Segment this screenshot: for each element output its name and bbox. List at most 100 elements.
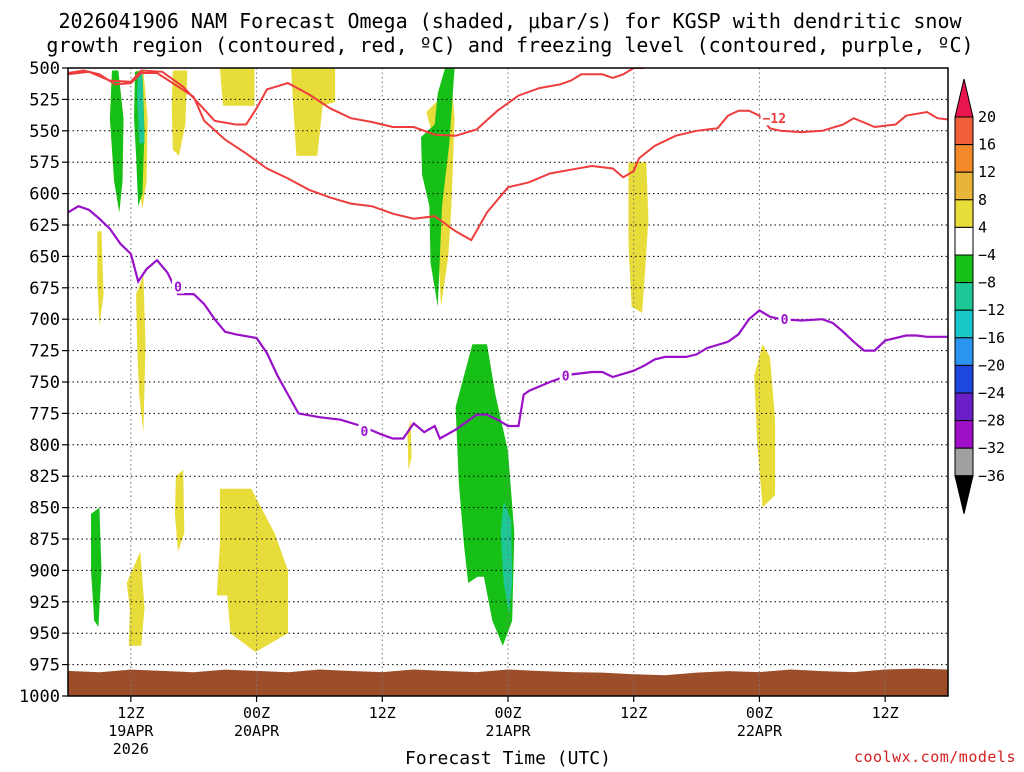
- ytick-label-975: 975: [29, 656, 60, 676]
- freezing-label-3-bg: [559, 367, 572, 383]
- omega-region-4: [291, 68, 336, 156]
- colorbar-tick-7: −12: [978, 301, 1005, 319]
- omega-region-2: [171, 70, 188, 156]
- omega-region-6: [628, 162, 649, 313]
- ytick-label-625: 625: [29, 216, 60, 236]
- x-axis-label: Forecast Time (UTC): [405, 748, 611, 768]
- omega-region-20: [500, 501, 513, 615]
- xtick-time-54: 12Z: [620, 704, 647, 722]
- xtick-time-78: 12Z: [872, 704, 899, 722]
- colorbar-tick-0: 20: [978, 108, 996, 126]
- colorbar-box-8: [954, 309, 974, 339]
- colorbar: 20 16 12 8 4 −4 −8 −12 −16 −20 −24 −28 −32 −36: [954, 78, 1005, 514]
- freezing-label-2-bg: [358, 422, 371, 438]
- dgz-line-0: [68, 69, 948, 242]
- freezing-label-4: 0: [781, 313, 789, 328]
- ytick-label-725: 725: [29, 342, 60, 362]
- colorbar-box-6: [954, 254, 974, 284]
- ytick-label-750: 750: [29, 373, 60, 393]
- colorbar-tick-5: −4: [978, 246, 996, 264]
- contour-labels-layer: −12 0 0 0 0: [172, 109, 791, 440]
- xtick-time-42: 00Z: [494, 704, 521, 722]
- colorbar-box-2: [954, 144, 974, 173]
- colorbar-box-7: [954, 282, 974, 311]
- colorbar-box-4: [954, 199, 974, 228]
- colorbar-box-3: [954, 171, 974, 201]
- colorbar-box-9: [954, 337, 974, 366]
- chart-title-line-1: 2026041906 NAM Forecast Omega (shaded, μ…: [58, 9, 962, 33]
- colorbar-tick-13: −36: [978, 467, 1005, 485]
- ytick-label-775: 775: [29, 404, 60, 424]
- colorbar-tick-1: 16: [978, 136, 996, 154]
- terrain-layer: [68, 668, 948, 696]
- gridlines: [68, 68, 948, 696]
- freezing-label-2: 0: [361, 425, 369, 440]
- freezing-level-line: [68, 204, 948, 441]
- colorbar-arrow-bottom: [954, 475, 974, 514]
- omega-region-3: [219, 68, 255, 106]
- xtick-time-30: 12Z: [369, 704, 396, 722]
- omega-region-12: [216, 488, 288, 652]
- ytick-label-850: 850: [29, 499, 60, 519]
- omega-region-17: [91, 507, 102, 627]
- ytick-label-700: 700: [29, 310, 60, 330]
- colorbar-tick-12: −32: [978, 439, 1005, 457]
- xtick-date-42: 21APR: [485, 722, 531, 740]
- colorbar-tick-11: −28: [978, 412, 1005, 430]
- ytick-label-900: 900: [29, 561, 60, 581]
- ytick-label-525: 525: [29, 90, 60, 110]
- ytick-label-825: 825: [29, 467, 60, 487]
- colorbar-tick-2: 12: [978, 163, 996, 181]
- ytick-label-575: 575: [29, 153, 60, 173]
- xtick-time-18: 00Z: [243, 704, 270, 722]
- ytick-label-675: 675: [29, 279, 60, 299]
- omega-shading-layer: [91, 68, 776, 652]
- freezing-label-1: 0: [174, 281, 182, 296]
- ytick-label-550: 550: [29, 122, 60, 142]
- terrain-band: [68, 668, 948, 696]
- colorbar-box-1: [954, 116, 974, 146]
- colorbar-tick-4: 4: [978, 218, 987, 236]
- omega-region-9: [754, 344, 776, 508]
- omega-region-16: [421, 68, 455, 307]
- xtick-year-6: 2026: [113, 740, 149, 758]
- dgz-label-bg: [760, 109, 789, 126]
- colorbar-tick-10: −24: [978, 384, 1005, 402]
- colorbar-box-10: [954, 364, 974, 394]
- y-axis-ticks: 500 525 550 575 600 625 650 675 700 725 750 775 800 8…: [19, 59, 68, 707]
- freezing-label-1-bg: [172, 278, 184, 294]
- ytick-label-800: 800: [29, 436, 60, 456]
- colorbar-box-13: [954, 447, 974, 477]
- ytick-label-925: 925: [29, 593, 60, 613]
- omega-region-18: [455, 344, 515, 646]
- ytick-label-875: 875: [29, 530, 60, 550]
- ytick-label-600: 600: [29, 185, 60, 205]
- colorbar-box-11: [954, 392, 974, 422]
- colorbar-tick-3: 8: [978, 191, 987, 209]
- colorbar-tick-6: −8: [978, 274, 996, 292]
- ytick-label-1000: 1000: [19, 687, 60, 707]
- credit-text: coolwx.com/models: [854, 748, 1016, 766]
- dgz-label: −12: [763, 112, 786, 127]
- xtick-date-18: 20APR: [234, 722, 280, 740]
- ytick-label-950: 950: [29, 624, 60, 644]
- xtick-date-6: 19APR: [108, 722, 154, 740]
- omega-region-8: [136, 275, 146, 433]
- colorbar-tick-8: −16: [978, 329, 1005, 347]
- chart-title-line-2: growth region (contoured, red, ºC) and f…: [46, 33, 973, 57]
- freezing-label-4-bg: [778, 311, 791, 327]
- ytick-label-500: 500: [29, 59, 60, 79]
- omega-region-11: [126, 551, 145, 646]
- colorbar-box-12: [954, 420, 974, 449]
- dgz-line-1: [68, 68, 645, 137]
- omega-region-7: [97, 231, 104, 326]
- xtick-time-6: 12Z: [117, 704, 144, 722]
- omega-region-10: [174, 469, 185, 552]
- xtick-date-66: 22APR: [737, 722, 783, 740]
- colorbar-tick-9: −20: [978, 356, 1005, 374]
- colorbar-box-5: [954, 226, 974, 256]
- omega-region-19: [137, 70, 145, 144]
